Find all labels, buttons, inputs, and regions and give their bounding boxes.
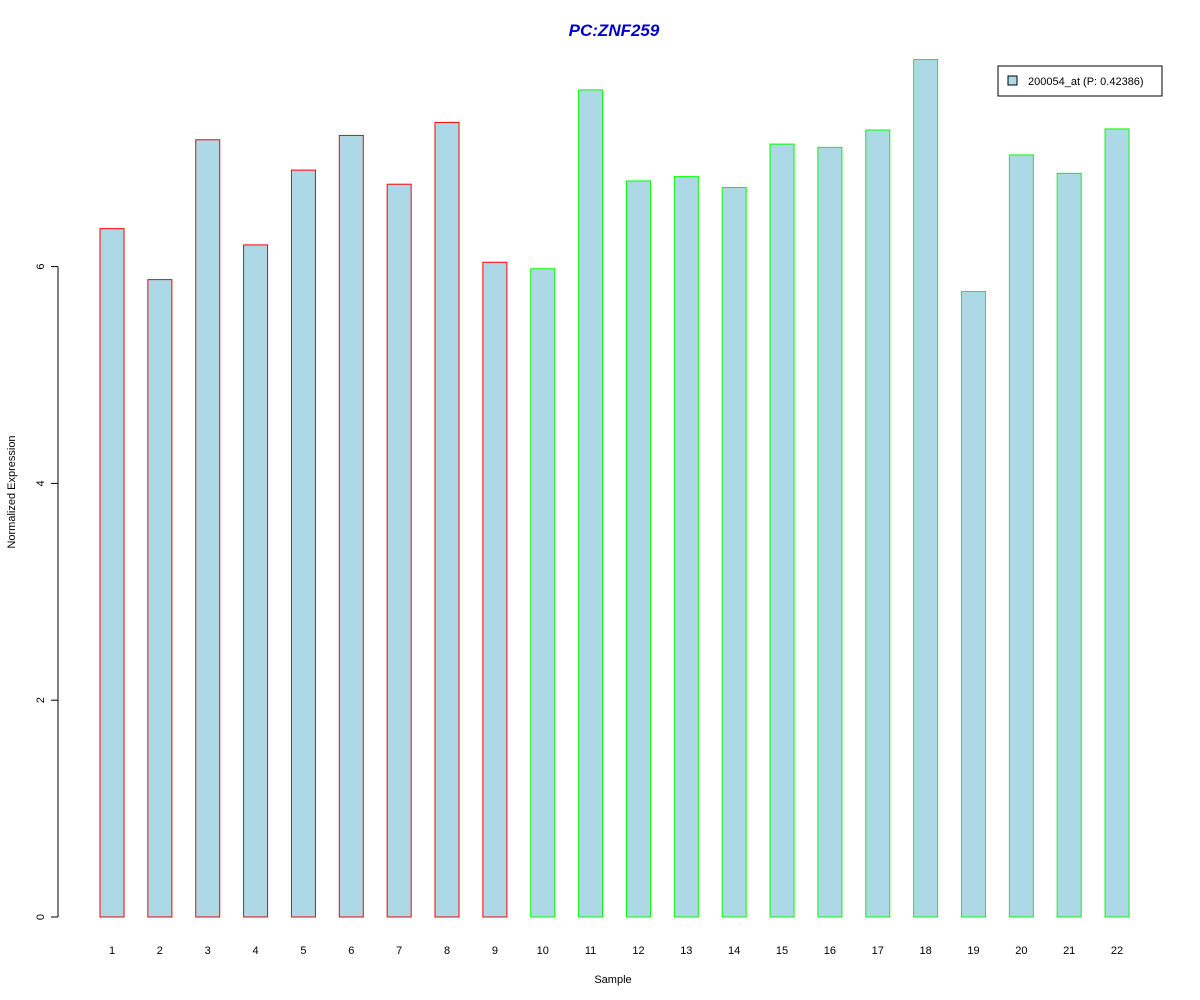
bar-20 (1008, 154, 1034, 918)
bar-12 (625, 180, 651, 918)
bar-7 (386, 183, 412, 918)
legend: 200054_at (P: 0.42386) (997, 65, 1163, 97)
x-tick-label-8: 8 (444, 945, 450, 957)
x-tick-label-2: 2 (157, 945, 163, 957)
x-tick-label-14: 14 (728, 945, 740, 957)
x-tick-label-4: 4 (253, 945, 259, 957)
bar-3 (195, 139, 221, 918)
bar-14 (721, 186, 747, 918)
bar-8 (434, 121, 460, 918)
x-tick-label-10: 10 (537, 945, 549, 957)
bar-1 (99, 228, 125, 918)
y-tick-label-0: 0 (35, 914, 47, 920)
bar-19 (960, 291, 986, 918)
legend-label: 200054_at (P: 0.42386) (1028, 76, 1144, 88)
bar-2 (147, 279, 173, 918)
bar-5 (290, 169, 316, 918)
y-axis: 0 2 4 6 (35, 264, 59, 920)
bar-16 (817, 146, 843, 918)
x-tick-label-9: 9 (492, 945, 498, 957)
bar-18 (913, 59, 939, 918)
bars-group (99, 59, 1130, 918)
x-tick-label-17: 17 (872, 945, 884, 957)
bar-13 (673, 176, 699, 918)
x-tick-label-5: 5 (300, 945, 306, 957)
x-axis-label: Sample (594, 974, 631, 986)
x-tick-label-22: 22 (1111, 945, 1123, 957)
x-tick-label-13: 13 (680, 945, 692, 957)
x-tick-label-16: 16 (824, 945, 836, 957)
bar-4 (243, 244, 269, 918)
bar-17 (865, 129, 891, 918)
bar-22 (1104, 128, 1130, 918)
x-tick-label-11: 11 (585, 945, 596, 957)
chart-title: PC:ZNF259 (569, 21, 660, 40)
x-tick-label-18: 18 (919, 945, 931, 957)
y-tick-label-4: 4 (35, 480, 47, 486)
x-tick-label-15: 15 (776, 945, 788, 957)
bar-15 (769, 143, 795, 918)
x-axis: 1 2 3 4 5 6 7 8 9 10 11 12 13 14 15 16 17 18 19 20 21 22 (109, 945, 1123, 957)
x-tick-label-3: 3 (205, 945, 211, 957)
x-tick-label-12: 12 (632, 945, 644, 957)
x-tick-label-6: 6 (348, 945, 354, 957)
y-axis-label: Normalized Expression (6, 435, 18, 548)
bar-11 (578, 89, 604, 918)
bar-9 (482, 261, 508, 918)
bar-21 (1056, 172, 1082, 918)
x-tick-label-20: 20 (1015, 945, 1027, 957)
x-tick-label-19: 19 (967, 945, 979, 957)
x-tick-label-1: 1 (109, 945, 115, 957)
x-tick-label-7: 7 (396, 945, 402, 957)
bar-10 (530, 268, 556, 918)
legend-swatch (1007, 75, 1018, 86)
legend-box (997, 65, 1163, 97)
x-tick-label-21: 21 (1063, 945, 1075, 957)
y-tick-label-6: 6 (35, 264, 47, 270)
bar-6 (338, 134, 364, 918)
y-tick-label-2: 2 (35, 697, 47, 703)
